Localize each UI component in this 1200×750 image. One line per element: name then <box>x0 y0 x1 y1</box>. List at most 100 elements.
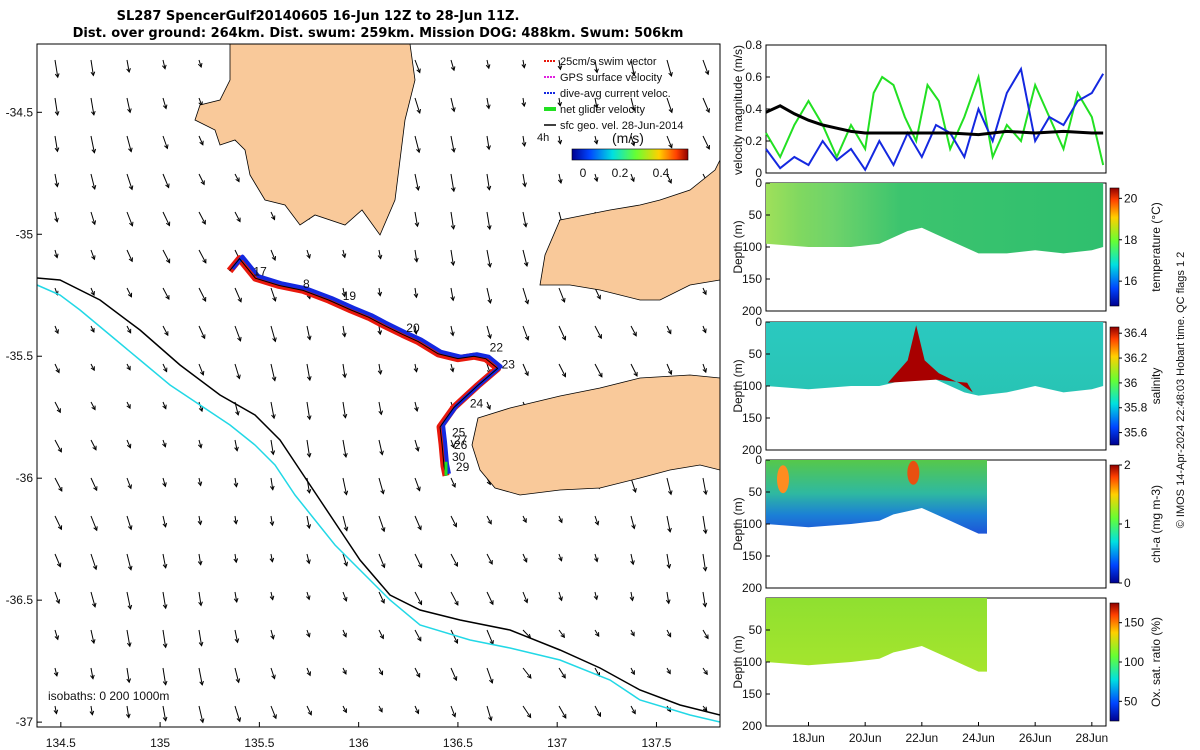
current-arrow <box>486 667 494 684</box>
current-arrow <box>54 591 61 605</box>
current-arrow <box>90 173 97 191</box>
salinity-ctick-label: 36.2 <box>1124 351 1148 365</box>
salinity-ctick-label: 36 <box>1124 376 1138 390</box>
current-arrow <box>54 477 63 492</box>
current-arrow <box>630 667 635 676</box>
oxygen-colorbar <box>1109 602 1120 722</box>
land-kangaroo-island <box>471 374 720 496</box>
current-arrow <box>593 173 599 183</box>
current-arrow <box>486 249 492 268</box>
legend-sfc: sfc geo. vel. 28-Jun-2014 <box>560 120 684 132</box>
current-arrow <box>702 553 708 572</box>
current-arrow <box>126 135 133 153</box>
current-arrow <box>269 477 275 491</box>
current-arrow <box>450 249 456 267</box>
current-arrow <box>54 135 60 153</box>
map-y-ticks: -34.5 -35 -35.5 -36 -36.5 -37 <box>6 105 42 729</box>
current-arrow <box>450 591 459 606</box>
current-vector-field <box>53 59 710 724</box>
current-arrow <box>233 591 239 604</box>
velocity-series <box>765 66 1105 172</box>
salinity-field <box>766 322 1104 396</box>
current-arrow <box>342 705 347 714</box>
current-arrow <box>234 287 242 303</box>
temperature-ytick-label: 100 <box>742 240 762 254</box>
current-arrow <box>630 515 636 530</box>
current-arrow <box>198 401 204 413</box>
current-arrow <box>125 705 131 719</box>
current-arrow <box>54 97 60 117</box>
current-arrow <box>485 59 491 70</box>
current-arrow <box>593 97 599 109</box>
velocity-ytick-label: 0.2 <box>745 134 762 148</box>
velocity-ytick-label: 0.8 <box>745 38 762 52</box>
oxygen-ylabel: Depth (m) <box>731 635 745 688</box>
current-arrow <box>126 249 133 263</box>
current-arrow <box>450 287 455 302</box>
colorbar-unit: (m/s) <box>612 130 644 146</box>
chla-ctick-label: 1 <box>1124 517 1131 531</box>
current-arrow <box>306 553 311 565</box>
current-arrow <box>594 705 602 718</box>
current-arrow <box>306 401 312 421</box>
current-arrow <box>90 97 96 116</box>
current-arrow <box>306 325 312 341</box>
current-arrow <box>486 591 494 606</box>
current-arrow <box>630 705 636 715</box>
current-arrow <box>126 173 134 191</box>
day-label: 26 <box>454 438 468 452</box>
current-arrow <box>342 629 347 638</box>
current-arrow <box>522 705 532 719</box>
current-arrow <box>270 287 277 302</box>
current-arrow <box>558 553 563 562</box>
day-label: 22 <box>490 340 504 354</box>
current-arrow <box>126 401 131 410</box>
current-arrow <box>378 553 386 569</box>
current-arrow <box>702 477 708 496</box>
current-arrow <box>594 629 600 638</box>
map-colorbar <box>571 148 689 161</box>
velocity-series-line <box>765 66 1105 172</box>
day-label: 17 <box>253 265 267 279</box>
current-arrow <box>414 59 421 74</box>
temperature-colorbar <box>1109 187 1120 307</box>
time-xtick-label: 28Jun <box>1075 731 1108 745</box>
current-arrow <box>126 363 131 371</box>
current-arrow <box>450 97 456 113</box>
current-arrow <box>666 553 672 569</box>
oxygen-clabel: Ox. sat. ratio (%) <box>1149 617 1163 707</box>
velocity-y-ticks: 0 0.2 0.4 0.6 0.8 <box>745 38 770 180</box>
track-dive-avg <box>231 254 503 475</box>
map-ytick-label: -34.5 <box>6 105 34 119</box>
current-arrow <box>593 135 599 145</box>
colorbar-tick-2: 0.4 <box>653 166 670 180</box>
velocity-ytick-label: 0.6 <box>745 70 762 84</box>
current-arrow <box>90 249 96 261</box>
oxygen-ctick-label: 50 <box>1124 694 1138 708</box>
current-arrow <box>54 629 60 641</box>
current-arrow <box>162 287 170 300</box>
current-arrow <box>90 591 97 608</box>
current-arrow <box>197 59 203 68</box>
temperature-ylabel: Depth (m) <box>731 220 745 273</box>
current-arrow <box>593 553 599 563</box>
current-arrow <box>162 135 169 150</box>
current-arrow <box>450 211 456 230</box>
current-arrow <box>90 135 97 154</box>
current-arrow <box>414 667 421 678</box>
current-arrow <box>377 363 383 375</box>
current-arrow <box>198 591 203 607</box>
legend-swim: 25cm/s swim vector <box>560 56 657 68</box>
current-arrow <box>198 211 206 225</box>
current-arrow <box>306 249 311 260</box>
current-arrow <box>378 629 384 640</box>
current-arrow <box>270 401 276 420</box>
current-arrow <box>234 667 241 684</box>
salinity-ytick-label: 150 <box>742 411 762 425</box>
current-arrow <box>630 553 635 566</box>
salinity-colorbar <box>1109 326 1120 446</box>
isobath-1000m <box>37 284 720 723</box>
current-arrow <box>198 173 205 186</box>
